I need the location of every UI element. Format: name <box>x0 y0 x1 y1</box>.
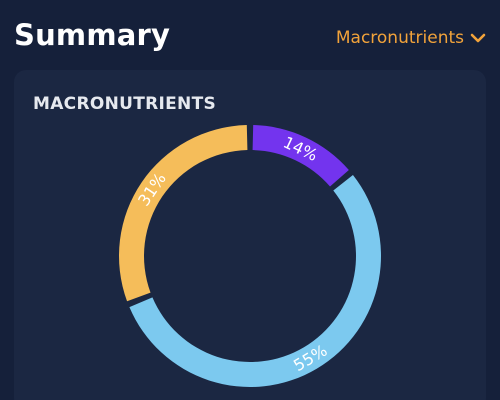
dropdown-label: Macronutrients <box>335 28 464 48</box>
macronutrients-donut-chart: 14%55%31% <box>118 125 381 387</box>
page-title: Summary <box>14 18 171 52</box>
macronutrients-card: MACRONUTRIENTS 14% 55% 31% <box>14 70 486 400</box>
donut-segment-0 <box>252 125 349 187</box>
header: Summary Macronutrients <box>0 0 500 72</box>
macronutrients-dropdown[interactable]: Macronutrients <box>336 28 486 48</box>
donut-segment-2 <box>118 125 248 302</box>
card-title: MACRONUTRIENTS <box>33 94 217 114</box>
donut-segment-1 <box>129 174 381 387</box>
chevron-down-icon <box>470 33 486 43</box>
